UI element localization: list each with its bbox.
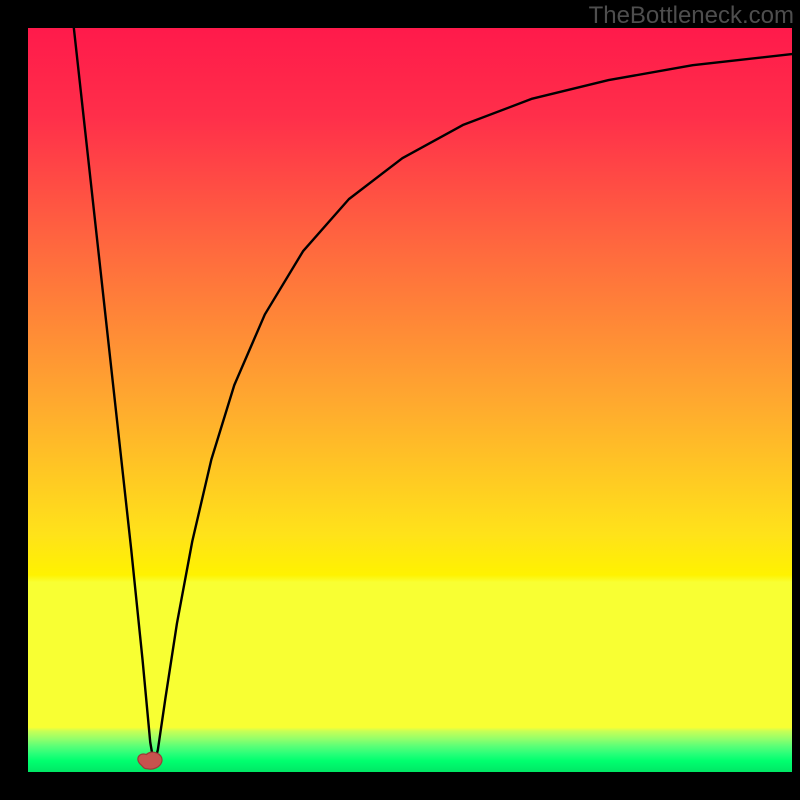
bottleneck-chart [0, 0, 800, 800]
watermark: TheBottleneck.com [589, 2, 794, 30]
chart-container: TheBottleneck.com [0, 0, 800, 800]
watermark-text: TheBottleneck.com [589, 2, 794, 29]
